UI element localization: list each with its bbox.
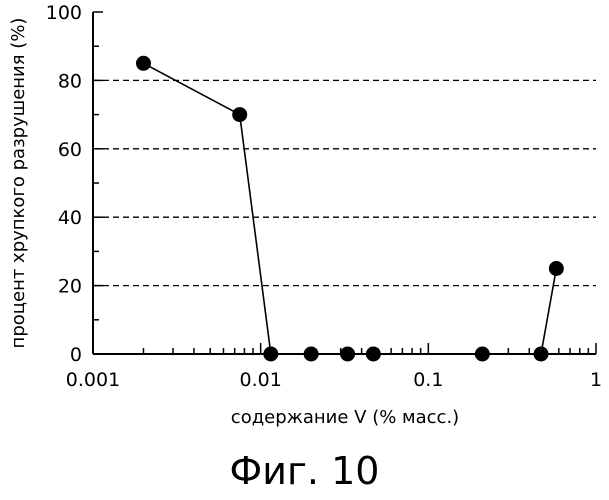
- x-tick-label: 0.1: [413, 369, 443, 391]
- y-tick-label: 100: [46, 2, 82, 24]
- x-axis-title: содержание V (% масс.): [231, 407, 459, 428]
- data-points: [136, 56, 564, 362]
- y-axis-ticks: [93, 12, 103, 354]
- figure-caption: Фиг. 10: [0, 449, 609, 493]
- x-tick-label: 0.001: [66, 369, 120, 391]
- x-tick-label: 0.01: [240, 369, 282, 391]
- data-point: [475, 347, 490, 362]
- chart: 0.001 0.01 0.1 1 0 20 40 60 80 100 содержание V …: [0, 0, 609, 500]
- data-point: [366, 347, 381, 362]
- y-tick-label: 0: [70, 344, 82, 366]
- data-point: [534, 347, 549, 362]
- series-line-segment: [143, 63, 239, 114]
- y-tick-label: 80: [58, 70, 82, 92]
- data-point: [136, 56, 151, 71]
- series-line-segment: [541, 269, 556, 355]
- y-tick-label: 60: [58, 139, 82, 161]
- series-line-segment: [240, 115, 271, 354]
- y-tick-label: 20: [58, 276, 82, 298]
- x-tick-label: 1: [590, 369, 602, 391]
- data-point: [232, 107, 247, 122]
- y-tick-labels: 0 20 40 60 80 100: [46, 2, 82, 366]
- series-lines: [143, 63, 556, 354]
- gridlines: [93, 80, 596, 285]
- data-point: [304, 347, 319, 362]
- data-point: [340, 347, 355, 362]
- y-tick-label: 40: [58, 207, 82, 229]
- x-tick-labels: 0.001 0.01 0.1 1: [66, 369, 602, 391]
- data-point: [549, 261, 564, 276]
- data-point: [263, 347, 278, 362]
- y-axis-title: процент хрупкого разрушения (%): [8, 18, 29, 349]
